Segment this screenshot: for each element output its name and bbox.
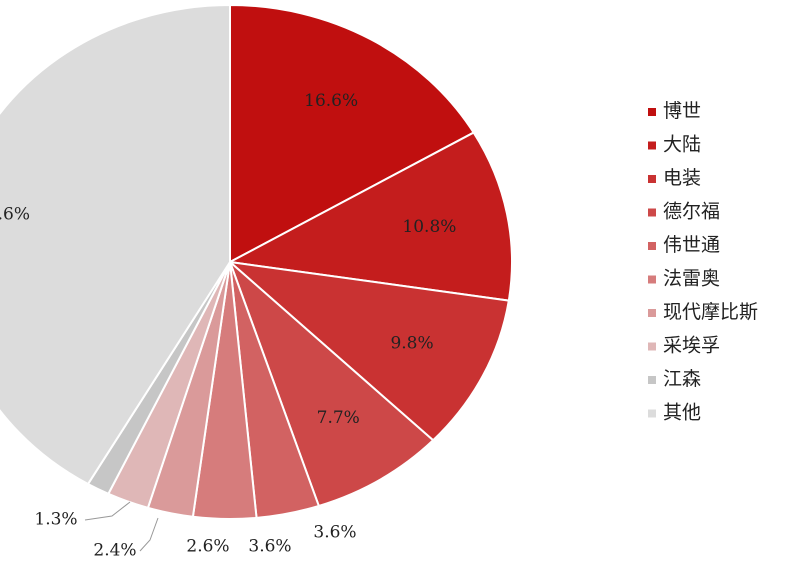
value-label: 3.6% [313,523,356,543]
legend-label: 博世 [663,100,701,122]
legend-swatch [648,208,656,217]
legend-swatch [648,275,656,284]
pie-slice [229,3,476,264]
pie-slice [226,131,513,302]
legend-label: 江森 [663,368,701,390]
pie-slice [229,261,435,508]
value-label: 1.3% [34,510,77,530]
leader-line [139,517,159,552]
value-label: 9.8% [390,333,433,353]
pie-slice [0,3,231,486]
legend-swatch [648,342,656,351]
legend-swatch [648,309,656,317]
legend-swatch [648,376,656,384]
legend-label: 法雷奥 [663,268,720,290]
legend-label: 现代摩比斯 [663,301,758,323]
value-label: 2.4% [93,541,136,561]
legend-label: 德尔福 [663,201,720,223]
legend-swatch [648,108,656,116]
legend-label: 其他 [663,402,701,424]
legend-swatch [648,409,656,418]
value-label: 2.6% [186,537,229,557]
value-label: 41.6% [0,205,30,225]
value-label: 3.6% [248,537,291,557]
pie-slice [226,260,510,442]
legend-swatch [648,141,656,150]
value-label: 7.7% [317,408,360,428]
legend-swatch [648,242,656,250]
value-label: 16.6% [304,91,358,111]
value-label: 10.8% [402,217,456,237]
legend-label: 伟世通 [663,234,720,256]
leader-line [84,501,131,521]
legend-label: 电装 [663,167,701,189]
legend-label: 采埃孚 [663,335,720,357]
legend-label: 大陆 [663,134,701,156]
legend-swatch [648,175,656,183]
